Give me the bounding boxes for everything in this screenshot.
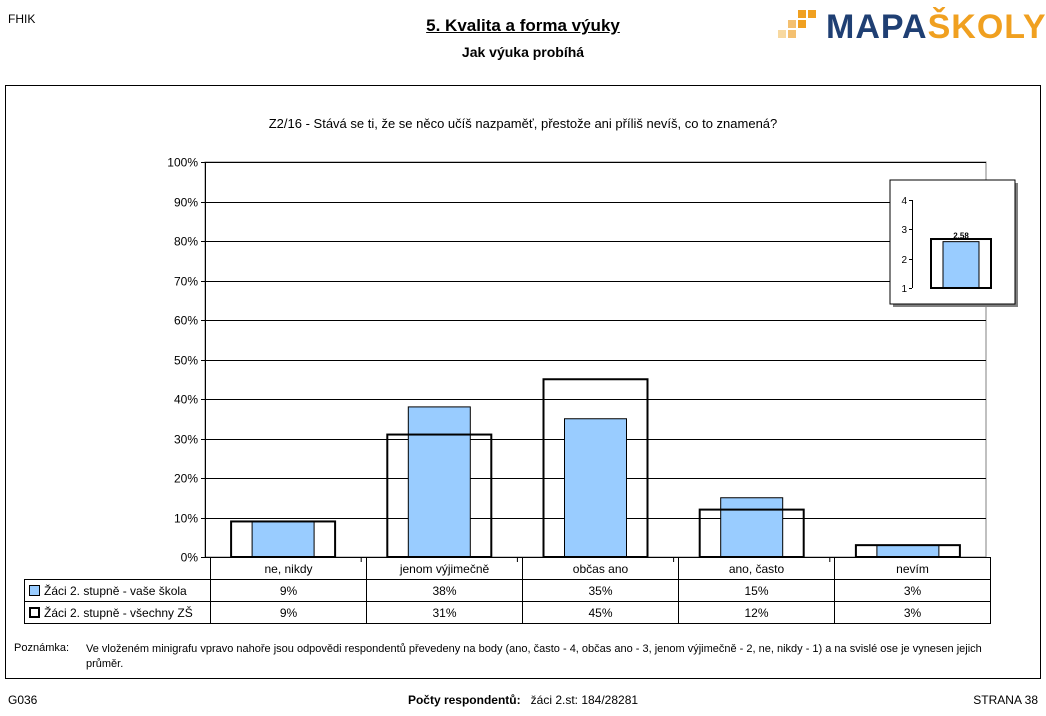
table-row: Žáci 2. stupně - všechny ZŠ 9% 31% 45% 1… — [24, 601, 991, 624]
bar-school — [564, 418, 627, 558]
y-tick-label: 40% — [174, 393, 198, 407]
table-corner — [24, 557, 211, 580]
category-label: jenom výjimečně — [366, 557, 523, 580]
chart-frame — [5, 85, 1041, 679]
logo-text-mapa: MAPA — [826, 8, 928, 46]
y-tick-label: 10% — [174, 512, 198, 526]
logo-text: MAPAŠKOLY — [826, 8, 1046, 47]
chart-title: Z2/16 - Stává se ti, že se něco učíš naz… — [268, 116, 778, 131]
y-tick-label: 50% — [174, 354, 198, 368]
category-label: ne, nikdy — [210, 557, 367, 580]
data-label: 31% — [366, 601, 523, 624]
data-label: 15% — [678, 579, 835, 602]
category-label: ano, často — [678, 557, 835, 580]
category-label: občas ano — [522, 557, 679, 580]
data-label: 9% — [210, 601, 367, 624]
y-tick-label: 80% — [174, 235, 198, 249]
page-subtitle: Jak výuka probíhá — [461, 44, 585, 60]
bar-school — [407, 406, 471, 558]
inset-y-tick-label: 3 — [901, 225, 907, 236]
page-title: 5. Kvalita a forma výuky — [426, 16, 620, 35]
data-label: 38% — [366, 579, 523, 602]
school-code: FHIK — [8, 12, 36, 26]
legend-entry-all: Žáci 2. stupně - všechny ZŠ — [24, 601, 211, 624]
legend-label: Žáci 2. stupně - vaše škola — [44, 583, 187, 598]
page-number: STRANA 38 — [973, 693, 1038, 707]
inset-bar-school — [942, 241, 980, 289]
y-tick-label: 30% — [174, 433, 198, 447]
data-table: ne, nikdy jenom výjimečně občas ano ano,… — [24, 557, 991, 624]
footer-code: G036 — [8, 693, 38, 707]
y-tick-label: 70% — [174, 275, 198, 289]
data-label: 45% — [522, 601, 679, 624]
bar-school — [720, 497, 784, 558]
data-label: 9% — [210, 579, 367, 602]
data-label: 35% — [522, 579, 679, 602]
bar-all-schools — [386, 433, 493, 558]
bar-school — [876, 544, 940, 558]
data-label: 3% — [834, 579, 991, 602]
y-tick-label: 90% — [174, 196, 198, 210]
bar-school — [251, 520, 315, 558]
inset-y-tick-label: 2 — [901, 255, 907, 266]
note-text: Ve vloženém minigrafu vpravo nahoře jsou… — [86, 643, 982, 670]
y-tick-label: 60% — [174, 314, 198, 328]
note-label: Poznámka: — [14, 642, 70, 654]
logo-text-skoly: ŠKOLY — [927, 8, 1046, 46]
y-tick-label: 100% — [167, 156, 198, 170]
inset-data-label: 2.58 — [953, 232, 969, 241]
footer-respondents: Počty respondentů: žáci 2.st: 184/28281 — [0, 693, 1046, 707]
respondents-value: žáci 2.st: 184/28281 — [530, 693, 639, 707]
legend-swatch-school — [29, 584, 40, 596]
inset-bar-all-schools — [930, 238, 992, 290]
respondents-label: Počty respondentů: — [407, 693, 521, 707]
data-label: 12% — [678, 601, 835, 624]
y-tick-label: 20% — [174, 472, 198, 486]
inset-y-tick-label: 1 — [901, 284, 907, 295]
table-row: Žáci 2. stupně - vaše škola 9% 38% 35% 1… — [24, 579, 991, 602]
legend-swatch-all — [29, 606, 40, 618]
legend-entry-school: Žáci 2. stupně - vaše škola — [24, 579, 211, 602]
table-header-row: ne, nikdy jenom výjimečně občas ano ano,… — [24, 557, 991, 580]
inset-y-tick-label: 4 — [901, 196, 907, 207]
legend-label: Žáci 2. stupně - všechny ZŠ — [44, 605, 193, 620]
category-label: nevím — [834, 557, 991, 580]
mapaskoly-logo: MAPAŠKOLY — [778, 8, 1046, 46]
data-label: 3% — [834, 601, 991, 624]
logo-squares-icon — [778, 10, 816, 38]
